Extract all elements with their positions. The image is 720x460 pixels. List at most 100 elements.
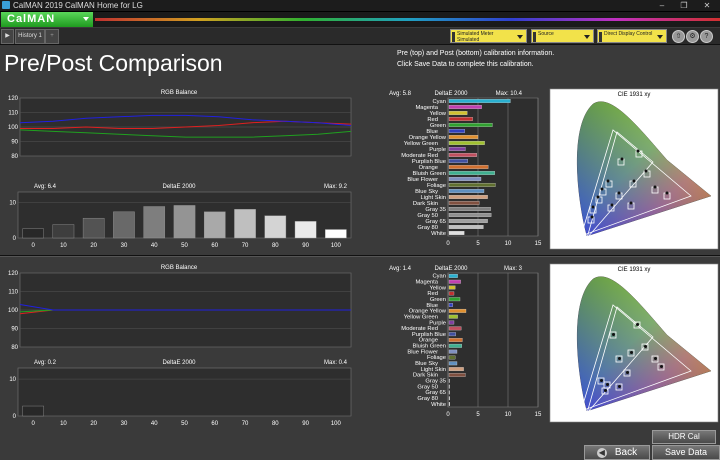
category-label: Blue Flower bbox=[407, 349, 438, 355]
source-dropdown[interactable]: Source bbox=[531, 29, 594, 43]
pre-rgb-balance-chart: RGB Balance 80 90 100 110 120 bbox=[8, 90, 352, 160]
x-tick-label: 70 bbox=[242, 421, 249, 427]
x-tick-label: 0 bbox=[31, 421, 35, 427]
pre-cie-diagram: CIE 1931 xy bbox=[549, 88, 719, 250]
save-data-button[interactable]: Save Data bbox=[652, 445, 720, 460]
bar bbox=[448, 314, 458, 319]
x-tick-label: 100 bbox=[331, 243, 342, 249]
bar bbox=[173, 205, 196, 239]
x-tick-label: 30 bbox=[121, 421, 128, 427]
y-tick-label: 100 bbox=[8, 308, 19, 314]
category-label: Gray 65 bbox=[425, 390, 446, 396]
x-tick-label: 10 bbox=[60, 243, 67, 249]
bar bbox=[448, 159, 468, 163]
y-tick-label: 0 bbox=[13, 236, 17, 242]
y-tick-label: 10 bbox=[9, 201, 16, 207]
x-tick-label: 80 bbox=[272, 243, 279, 249]
settings-icon[interactable]: ⚙ bbox=[686, 30, 699, 43]
cie-measured-point bbox=[610, 203, 614, 207]
cie-measured-point bbox=[636, 149, 640, 153]
hdr-cal-button[interactable]: HDR Cal bbox=[652, 430, 716, 444]
cie-target-marker bbox=[623, 369, 631, 377]
cie-measured-point bbox=[591, 205, 595, 209]
display-control-label: Direct Display Control bbox=[604, 31, 653, 37]
cie-target-marker bbox=[597, 377, 605, 385]
cie-measured-point bbox=[590, 215, 594, 219]
category-label: Foliage bbox=[427, 355, 446, 361]
cie-measured-point bbox=[632, 179, 636, 183]
cie-measured-point bbox=[618, 357, 621, 360]
cie-measured-point bbox=[630, 351, 633, 354]
info-text-line-2: Click Save Data to complete this calibra… bbox=[397, 61, 534, 68]
max-label: Max: 0.4 bbox=[324, 360, 348, 366]
cie-target-marker bbox=[627, 349, 635, 357]
cie-gamut-overlay bbox=[577, 101, 711, 236]
x-tick-label: 10 bbox=[505, 412, 512, 418]
category-label: Cyan bbox=[432, 99, 446, 105]
category-label: Yellow bbox=[429, 111, 446, 117]
chart-title: DeltaE 2000 bbox=[434, 91, 468, 97]
bar bbox=[448, 373, 466, 377]
y-tick-label: 0 bbox=[13, 414, 17, 420]
help-icon[interactable]: ? bbox=[700, 30, 713, 43]
avg-label: Avg: 0.2 bbox=[34, 360, 57, 366]
category-label: Blue bbox=[426, 129, 438, 135]
cie-target-marker bbox=[601, 387, 609, 395]
bar bbox=[143, 206, 166, 239]
cie-measured-point bbox=[604, 389, 607, 392]
measured-gamut-triangle bbox=[580, 129, 692, 237]
app-icon bbox=[2, 1, 10, 9]
x-tick-label: 10 bbox=[60, 421, 67, 427]
source-dropdown-label: Source bbox=[538, 31, 554, 37]
cie-measured-point bbox=[665, 191, 669, 195]
avg-label: Avg: 5.8 bbox=[389, 91, 412, 97]
y-tick-label: 110 bbox=[8, 290, 18, 296]
category-label: Moderate Red bbox=[401, 153, 438, 159]
meter-dropdown[interactable]: Simulated Meter Simulated bbox=[450, 29, 527, 43]
category-label: Gray 50 bbox=[417, 213, 438, 219]
category-label: Purple bbox=[429, 320, 446, 326]
display-control-dropdown[interactable]: Direct Display Control bbox=[597, 29, 667, 43]
bar bbox=[448, 153, 477, 157]
bar bbox=[448, 274, 458, 278]
upload-icon[interactable]: ⇧ bbox=[672, 30, 685, 43]
close-icon[interactable]: ✕ bbox=[703, 1, 711, 10]
category-label: Gray 65 bbox=[425, 219, 446, 225]
minimize-icon[interactable]: – bbox=[659, 1, 665, 10]
bar bbox=[52, 224, 75, 239]
bar bbox=[22, 228, 44, 239]
calman-menu-button[interactable]: CalMAN bbox=[1, 12, 93, 27]
category-label: Purplish Blue bbox=[412, 159, 446, 165]
avg-label: Avg: 1.4 bbox=[389, 266, 412, 272]
bar bbox=[448, 279, 461, 284]
back-button[interactable]: ◀ Back bbox=[584, 445, 650, 460]
x-tick-label: 10 bbox=[505, 241, 512, 247]
bar bbox=[448, 349, 458, 354]
x-tick-label: 40 bbox=[151, 421, 158, 427]
logo-text: CalMAN bbox=[7, 13, 56, 25]
y-tick-label: 90 bbox=[11, 140, 18, 146]
category-label: Bluish Green bbox=[412, 171, 446, 177]
x-tick-label: 30 bbox=[121, 243, 128, 249]
add-tab-icon[interactable]: + bbox=[45, 29, 59, 44]
chevron-down-icon bbox=[83, 17, 89, 21]
x-tick-label: 5 bbox=[476, 412, 480, 418]
x-tick-label: 50 bbox=[181, 421, 188, 427]
category-label: Gray 50 bbox=[417, 384, 438, 390]
bar bbox=[448, 129, 465, 133]
x-tick-label: 90 bbox=[302, 421, 309, 427]
play-icon[interactable]: ▶ bbox=[1, 29, 14, 44]
chart-title: RGB Balance bbox=[161, 90, 198, 96]
meter-dropdown-value: Simulated bbox=[457, 37, 480, 43]
bar bbox=[448, 111, 468, 115]
x-tick-label: 0 bbox=[31, 243, 35, 249]
category-label: Yellow bbox=[429, 285, 446, 291]
tab-history-1[interactable]: History 1 bbox=[15, 29, 45, 44]
x-tick-label: 80 bbox=[272, 421, 279, 427]
maximize-icon[interactable]: ❐ bbox=[680, 1, 688, 10]
cie-measured-point bbox=[636, 323, 639, 326]
bar bbox=[113, 211, 135, 239]
x-tick-label: 50 bbox=[181, 243, 188, 249]
bar bbox=[448, 117, 473, 121]
